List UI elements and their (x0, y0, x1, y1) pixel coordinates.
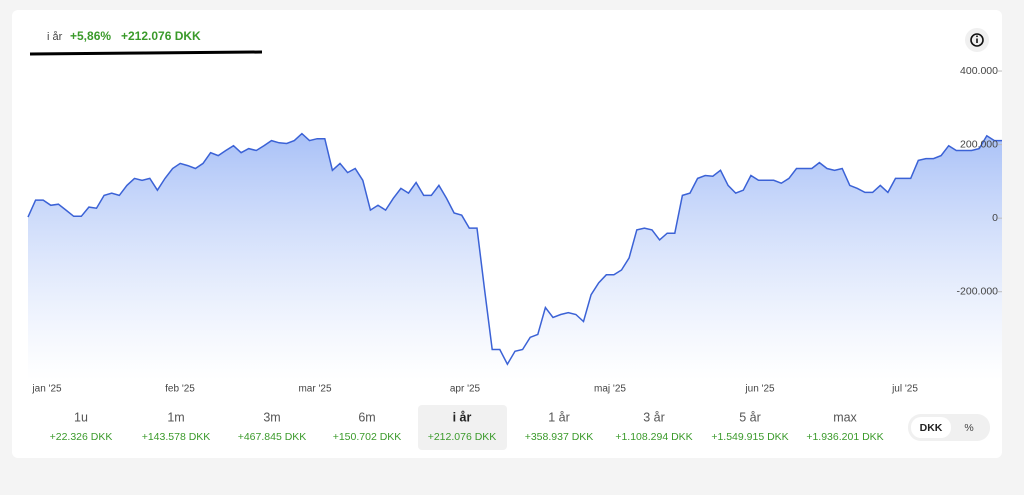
period-button[interactable]: max (833, 410, 857, 424)
line (27, 132, 1002, 366)
x-tick-label: maj '25 (594, 384, 626, 395)
x-tick-label: jul '25 (891, 384, 918, 395)
x-tick-label: jun '25 (744, 384, 775, 395)
period-change: +1.108.294 DKK (615, 431, 692, 443)
active-period (418, 405, 507, 450)
area (28, 133, 1002, 380)
period-button[interactable]: 3m (263, 410, 280, 424)
x-tick-label: mar '25 (298, 384, 331, 395)
underline (29, 50, 263, 56)
period-button[interactable]: 6m (358, 410, 375, 424)
period-change: +143.578 DKK (142, 431, 211, 443)
toggle-option[interactable]: DKK (920, 422, 943, 434)
period-change: +358.937 DKK (525, 431, 594, 443)
period-change: +1.549.915 DKK (711, 431, 788, 443)
x-tick-label: apr '25 (450, 384, 481, 395)
period-button[interactable]: 1u (74, 410, 88, 424)
x-tick-label: jan '25 (31, 384, 62, 395)
period-button[interactable]: 5 år (739, 410, 761, 424)
percent: +5,86% (70, 29, 111, 43)
y-tick-label: 0 (992, 212, 998, 224)
period-button[interactable]: i år (453, 410, 472, 424)
x-tick-label: feb '25 (165, 384, 195, 395)
period-change: +212.076 DKK (428, 431, 497, 443)
toggle-option[interactable]: % (964, 422, 973, 434)
period-label: i år (47, 31, 63, 43)
period-change: +467.845 DKK (238, 431, 307, 443)
toggle-active (911, 417, 951, 438)
amount: +212.076 DKK (121, 29, 201, 43)
y-tick-label: -200.000 (957, 286, 999, 298)
period-change: +150.702 DKK (333, 431, 402, 443)
period-change: +22.326 DKK (50, 431, 113, 443)
period-button[interactable]: 1 år (548, 410, 570, 424)
period-button[interactable]: 3 år (643, 410, 665, 424)
y-tick-label: 200.000 (960, 138, 998, 150)
y-tick-label: 400.000 (960, 65, 998, 77)
info-button[interactable] (965, 28, 989, 52)
period-button[interactable]: 1m (167, 410, 184, 424)
period-change: +1.936.201 DKK (806, 431, 883, 443)
